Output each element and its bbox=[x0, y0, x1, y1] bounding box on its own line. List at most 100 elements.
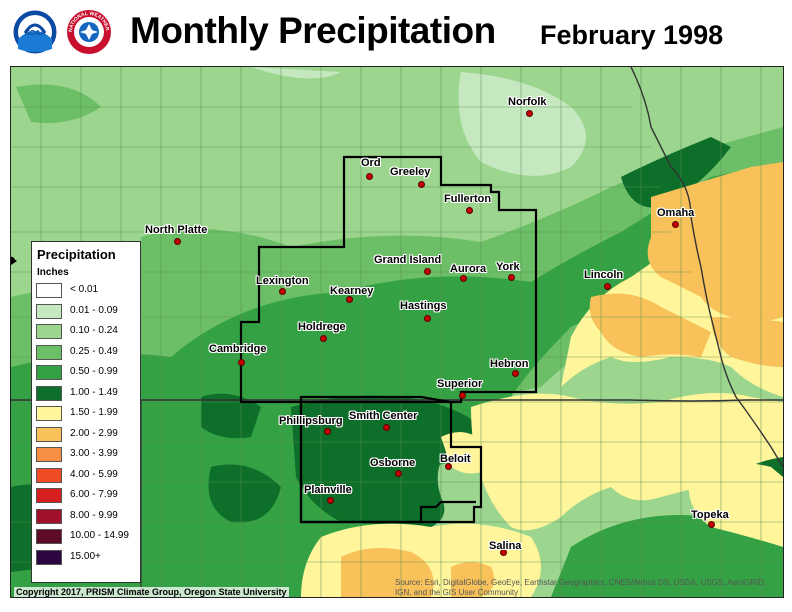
legend-item: 0.10 - 0.24 bbox=[36, 324, 140, 339]
city-dot-phillipsburg[interactable] bbox=[324, 428, 331, 435]
missouri-river bbox=[630, 67, 783, 468]
city-dot-york[interactable] bbox=[508, 274, 515, 281]
city-dot-grand-island[interactable] bbox=[424, 268, 431, 275]
map-title: Monthly Precipitation bbox=[130, 10, 496, 51]
legend-swatch bbox=[36, 385, 62, 401]
city-label-lexington: Lexington bbox=[256, 275, 309, 287]
legend-item: 4.00 - 5.99 bbox=[36, 467, 140, 483]
city-dot-hastings[interactable] bbox=[424, 315, 431, 322]
legend-item: < 0.01 bbox=[36, 283, 140, 298]
city-label-lincoln: Lincoln bbox=[584, 269, 624, 281]
city-dot-cambridge[interactable] bbox=[238, 359, 245, 366]
city-label-hebron: Hebron bbox=[490, 358, 529, 370]
city-label-smith-center: Smith Center bbox=[349, 410, 418, 422]
wfo-boundary-hastings bbox=[239, 155, 538, 524]
dark-green-area bbox=[291, 395, 481, 527]
legend-item: 8.00 - 9.99 bbox=[36, 508, 140, 524]
city-dot-osborne[interactable] bbox=[395, 470, 402, 477]
legend-item: 0.25 - 0.49 bbox=[36, 344, 140, 360]
legend-item: 6.00 - 7.99 bbox=[36, 488, 140, 503]
city-label-york: York bbox=[496, 261, 520, 273]
city-label-fullerton: Fullerton bbox=[444, 193, 492, 205]
legend-label: 1.00 - 1.49 bbox=[70, 386, 118, 398]
legend-label: < 0.01 bbox=[70, 284, 99, 295]
legend-units: Inches bbox=[37, 267, 69, 278]
legend-swatch bbox=[36, 406, 62, 421]
legend-title: Precipitation bbox=[37, 247, 116, 262]
legend-swatch bbox=[36, 324, 62, 339]
city-label-hastings: Hastings bbox=[400, 300, 447, 312]
state-boundary-ne-ks bbox=[11, 399, 783, 402]
source-attribution: Source: Esri, DigitalGlobe, GeoEye, Eart… bbox=[395, 578, 767, 597]
legend-label: 2.00 - 2.99 bbox=[70, 427, 118, 439]
city-dot-ord[interactable] bbox=[366, 173, 373, 180]
legend-swatch bbox=[36, 283, 62, 298]
city-label-ord: Ord bbox=[361, 157, 381, 169]
city-dot-north-platte[interactable] bbox=[174, 238, 181, 245]
green-band bbox=[11, 162, 783, 417]
legend-swatch bbox=[36, 549, 62, 565]
legend-item: 1.00 - 1.49 bbox=[36, 385, 140, 401]
legend-item: 15.00+ bbox=[36, 549, 140, 565]
legend-swatch bbox=[36, 447, 62, 462]
noaa-logo-text: NOAA bbox=[25, 30, 46, 37]
yellow-area-ks bbox=[471, 393, 783, 531]
city-dot-aurora[interactable] bbox=[460, 275, 467, 282]
copyright-text: Copyright 2017, PRISM Climate Group, Ore… bbox=[14, 587, 289, 597]
city-label-superior: Superior bbox=[437, 378, 483, 390]
legend-label: 0.25 - 0.49 bbox=[70, 345, 118, 357]
city-label-salina: Salina bbox=[489, 540, 522, 552]
legend-label: 0.50 - 0.99 bbox=[70, 366, 118, 377]
city-dot-beloit[interactable] bbox=[445, 463, 452, 470]
city-label-norfolk: Norfolk bbox=[508, 96, 547, 108]
city-dot-salina[interactable] bbox=[500, 549, 507, 556]
legend-label: 0.01 - 0.09 bbox=[70, 304, 118, 316]
legend-swatch bbox=[36, 344, 62, 360]
city-dot-lexington[interactable] bbox=[279, 288, 286, 295]
city-dot-kearney[interactable] bbox=[346, 296, 353, 303]
city-dot-superior[interactable] bbox=[459, 392, 466, 399]
city-dot-topeka[interactable] bbox=[708, 521, 715, 528]
legend-item: 1.50 - 1.99 bbox=[36, 406, 140, 421]
legend-label: 0.10 - 0.24 bbox=[70, 325, 118, 336]
city-dot-smith-center[interactable] bbox=[383, 424, 390, 431]
legend-item: 2.00 - 2.99 bbox=[36, 426, 140, 442]
city-dot-plainville[interactable] bbox=[327, 497, 334, 504]
legend-label: 4.00 - 5.99 bbox=[70, 468, 118, 480]
city-label-holdrege: Holdrege bbox=[298, 321, 346, 333]
city-label-beloit: Beloit bbox=[440, 453, 471, 465]
legend-label: 6.00 - 7.99 bbox=[70, 489, 118, 500]
legend-item: 0.01 - 0.09 bbox=[36, 303, 140, 319]
precipitation-legend: Precipitation Inches < 0.01 0.01 - 0.09 0.… bbox=[31, 241, 141, 583]
city-label-osborne: Osborne bbox=[370, 457, 416, 469]
legend-item: 10.00 - 14.99 bbox=[36, 529, 140, 544]
map-header: NOAA NATIONAL WEATHER SERVICE Monthly Pr… bbox=[0, 0, 792, 66]
legend-swatch bbox=[36, 365, 62, 380]
map-date: February 1998 bbox=[540, 20, 724, 50]
noaa-logo-icon: NOAA bbox=[12, 9, 58, 55]
city-label-north-platte: North Platte bbox=[145, 224, 208, 236]
legend-item: 3.00 - 3.99 bbox=[36, 447, 140, 462]
city-dot-holdrege[interactable] bbox=[320, 335, 327, 342]
city-label-grand-island: Grand Island bbox=[374, 254, 442, 266]
city-label-omaha: Omaha bbox=[657, 207, 695, 219]
map-edge-marker-icon bbox=[11, 257, 17, 265]
legend-label: 3.00 - 3.99 bbox=[70, 448, 118, 459]
city-label-plainville: Plainville bbox=[304, 484, 352, 496]
city-dot-hebron[interactable] bbox=[512, 370, 519, 377]
city-label-phillipsburg: Phillipsburg bbox=[279, 415, 343, 427]
legend-swatch bbox=[36, 488, 62, 503]
legend-swatch bbox=[36, 529, 62, 544]
legend-label: 8.00 - 9.99 bbox=[70, 509, 118, 521]
city-label-aurora: Aurora bbox=[450, 263, 487, 275]
city-label-kearney: Kearney bbox=[330, 285, 374, 297]
light-patch-norfolk bbox=[458, 72, 586, 176]
legend-swatch bbox=[36, 467, 62, 483]
city-dot-greeley[interactable] bbox=[418, 181, 425, 188]
city-dot-lincoln[interactable] bbox=[604, 283, 611, 290]
legend-swatch bbox=[36, 508, 62, 524]
city-label-topeka: Topeka bbox=[691, 509, 729, 521]
city-dot-norfolk[interactable] bbox=[526, 110, 533, 117]
city-dot-omaha[interactable] bbox=[672, 221, 679, 228]
city-dot-fullerton[interactable] bbox=[466, 207, 473, 214]
